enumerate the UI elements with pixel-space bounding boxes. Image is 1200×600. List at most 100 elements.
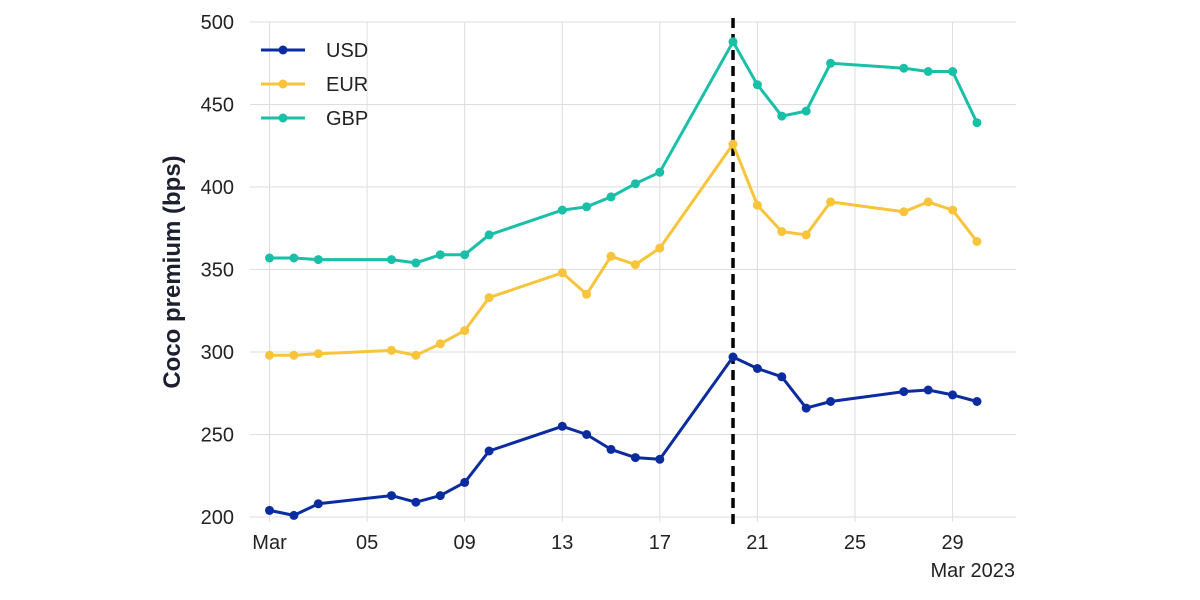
legend: USD EUR GBP [261,40,368,130]
x-tick-label: 29 [941,532,963,554]
data-point-usd [435,491,445,501]
data-point-usd [557,421,567,431]
y-tick-label: 400 [201,177,234,199]
legend-item-eur: EUR [261,74,368,96]
y-tick-label: 500 [201,12,234,34]
data-point-usd [972,397,982,406]
data-point-gbp [752,80,762,90]
y-tick-label: 250 [201,425,234,447]
legend-swatch-marker [278,79,288,89]
data-point-eur [777,227,787,237]
data-point-usd [630,453,640,463]
data-point-eur [899,207,909,217]
y-tick-label: 300 [201,342,234,364]
x-tick-label: 17 [649,532,671,554]
legend-swatch-marker [278,113,288,123]
data-point-eur [582,289,592,299]
data-point-usd [655,454,665,464]
legend-item-gbp: GBP [261,108,368,130]
x-tick-label: Mar [252,532,287,554]
data-point-gbp [435,250,445,260]
data-point-gbp [606,192,616,202]
series-line-gbp [268,40,979,265]
legend-swatch-marker [278,45,288,55]
legend-label-usd: USD [326,40,368,62]
series-line-usd [268,355,979,517]
data-point-eur [752,200,762,210]
data-point-eur [265,350,274,360]
data-point-eur [557,268,567,278]
data-point-usd [606,444,616,454]
data-point-usd [387,491,396,501]
series-usd [265,352,982,520]
data-point-usd [313,499,323,509]
data-point-usd [899,387,909,397]
data-point-usd [826,397,836,406]
data-point-gbp [972,118,982,128]
x-tick-label: 13 [551,532,573,554]
data-point-usd [777,372,787,382]
legend-label-gbp: GBP [326,108,368,130]
x-tick-label: 05 [356,532,378,554]
y-tick-label: 350 [201,260,234,282]
data-point-gbp [557,205,567,215]
data-point-gbp [630,179,640,189]
data-point-gbp [728,37,738,47]
data-point-eur [826,197,836,207]
data-point-gbp [948,67,958,76]
grid-layer [250,21,1016,522]
data-point-usd [411,497,421,507]
data-point-usd [289,510,299,520]
data-point-eur [728,139,738,149]
data-point-eur [655,243,665,253]
data-point-eur [923,197,933,207]
data-point-usd [484,446,494,456]
data-point-usd [923,385,933,395]
data-point-gbp [899,63,909,73]
legend-item-usd: USD [261,40,368,62]
data-point-eur [435,339,445,349]
data-point-eur [948,205,958,215]
data-point-gbp [826,58,836,68]
data-point-gbp [313,255,323,265]
axis-layer: 200 250 300 350 400 450 500 Mar 05 09 13 17 21 25 29 [201,12,964,554]
series-gbp [265,37,982,268]
data-point-eur [801,230,811,240]
data-point-gbp [265,253,274,263]
data-point-gbp [582,202,592,212]
data-point-gbp [484,230,494,240]
data-point-eur [411,350,421,360]
y-axis-title: Coco premium (bps) [159,155,186,388]
data-point-gbp [655,167,665,177]
data-point-usd [728,352,738,362]
data-point-usd [752,364,762,373]
data-point-gbp [387,255,396,265]
data-point-gbp [923,67,933,76]
data-point-usd [801,403,811,413]
data-point-gbp [777,111,787,121]
data-point-eur [460,326,470,336]
data-point-gbp [460,250,470,260]
series-line-eur [268,142,979,357]
series-eur [265,139,982,360]
data-point-eur [972,237,982,246]
data-point-gbp [289,253,299,263]
legend-label-eur: EUR [326,74,368,96]
data-point-usd [460,477,470,487]
x-tick-label: 09 [454,532,476,554]
data-point-eur [630,260,640,270]
x-axis-sublabel: Mar 2023 [931,560,1016,582]
data-point-gbp [411,258,421,268]
data-point-eur [313,349,323,359]
x-tick-label: 25 [844,532,866,554]
x-tick-label: 21 [746,532,768,554]
data-point-eur [387,345,396,355]
data-point-usd [265,505,274,515]
series-layer [265,37,982,520]
y-tick-label: 200 [201,507,234,529]
data-point-eur [606,251,616,261]
data-point-gbp [801,106,811,116]
data-point-usd [948,390,958,400]
data-point-eur [289,350,299,360]
